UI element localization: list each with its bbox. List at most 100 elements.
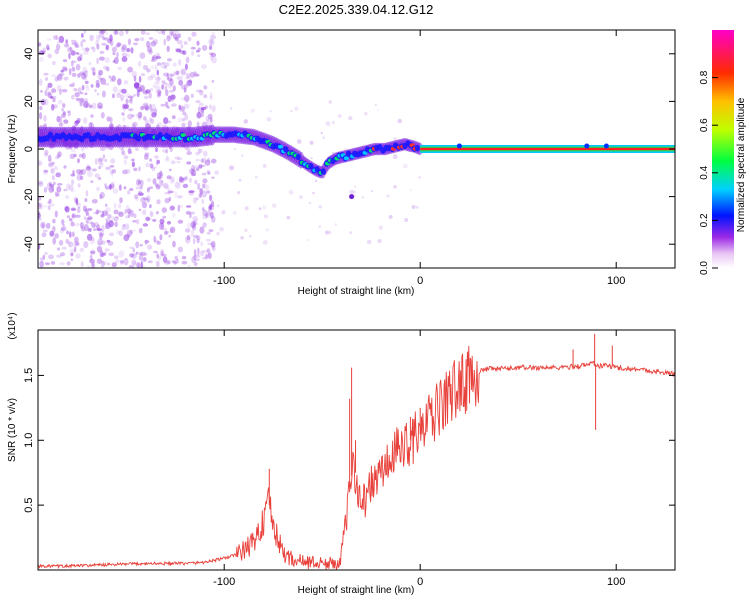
noise-dot (44, 149, 49, 155)
noise-dot (62, 224, 66, 227)
noise-dot (171, 176, 175, 183)
noise-dot (140, 30, 146, 35)
noise-dot (84, 208, 90, 213)
noise-dot (97, 72, 102, 80)
noise-dot (88, 61, 92, 66)
noise-dot (348, 116, 353, 121)
noise-dot (83, 98, 89, 102)
noise-dot (104, 248, 110, 252)
noise-dot (146, 187, 150, 193)
noise-dot (196, 238, 200, 244)
noise-dot (56, 186, 62, 193)
noise-dot (191, 164, 196, 172)
noise-dot (39, 260, 44, 268)
noise-dot (179, 177, 184, 182)
noise-dot (61, 108, 64, 112)
noise-dot (409, 189, 412, 192)
noise-dot (209, 117, 213, 123)
noise-dot (180, 85, 186, 90)
noise-dot (48, 181, 52, 186)
noise-dot (51, 175, 56, 181)
noise-dot (140, 105, 144, 111)
noise-dot (50, 103, 55, 111)
noise-dot (208, 52, 214, 56)
noise-dot (47, 92, 52, 98)
noise-dot (197, 54, 201, 57)
noise-dot (109, 220, 113, 223)
noise-dot (70, 50, 76, 56)
noise-dot (175, 48, 182, 53)
noise-dot (211, 215, 216, 223)
noise-dot (49, 183, 55, 188)
noise-dot (38, 182, 44, 187)
noise-dot (325, 121, 331, 127)
noise-dot (197, 148, 203, 154)
noise-dot (83, 224, 89, 232)
noise-dot (194, 73, 200, 77)
noise-dot (112, 169, 117, 174)
noise-dot (96, 186, 100, 192)
noise-dot (39, 106, 43, 111)
noise-dot (254, 175, 258, 179)
noise-dot (119, 261, 124, 266)
figure-title: C2E2.2025.339.04.12.G12 (279, 2, 434, 17)
noise-dot (56, 247, 61, 251)
noise-dot (103, 65, 109, 70)
noise-dot (262, 205, 267, 210)
noise-dot (104, 37, 109, 41)
noise-dot (47, 82, 53, 89)
noise-dot (141, 201, 148, 209)
noise-dot (194, 258, 200, 262)
noise-dot (135, 241, 140, 249)
noise-dot (57, 73, 63, 80)
noise-dot (87, 208, 93, 211)
noise-dot (177, 204, 181, 212)
noise-dot (74, 120, 81, 124)
noise-dot (109, 34, 113, 42)
noise-dot (135, 148, 139, 151)
noise-dot (95, 79, 100, 85)
noise-dot (121, 56, 128, 63)
noise-dot (166, 72, 170, 80)
noise-dot (159, 170, 163, 177)
noise-dot (77, 73, 81, 78)
noise-dot (151, 65, 154, 70)
noise-dot (374, 103, 377, 106)
noise-dot (131, 158, 135, 162)
noise-dot (240, 236, 244, 240)
noise-dot (201, 44, 208, 51)
noise-dot (207, 242, 212, 246)
noise-dot (59, 262, 65, 266)
noise-dot (199, 188, 204, 194)
noise-dot (98, 165, 101, 170)
noise-dot (79, 71, 85, 76)
noise-dot (58, 122, 64, 127)
noise-dot (156, 176, 162, 180)
noise-dot (207, 171, 211, 175)
noise-dot (161, 253, 167, 257)
noise-dot (56, 254, 62, 258)
noise-dot (187, 36, 192, 42)
noise-dot (269, 110, 272, 113)
noise-dot (59, 88, 62, 96)
noise-dot (173, 30, 179, 34)
noise-dot (50, 168, 55, 174)
colorbar-tick-label: 0.2 (699, 213, 710, 227)
noise-dot (211, 176, 215, 179)
noise-dot (154, 64, 158, 71)
noise-dot (86, 264, 90, 268)
x-tick-label: 100 (607, 275, 625, 287)
noise-dot (71, 81, 76, 85)
noise-dot (143, 102, 149, 106)
noise-dot (45, 222, 51, 229)
noise-dot (180, 68, 186, 75)
noise-dot (176, 40, 183, 45)
noise-dot (114, 255, 119, 260)
noise-dot (200, 158, 205, 163)
noise-dot (72, 169, 75, 176)
noise-dot (137, 192, 144, 196)
noise-dot (112, 60, 116, 63)
noise-dot (123, 103, 130, 109)
noise-dot (210, 52, 217, 58)
noise-dot (138, 227, 143, 234)
